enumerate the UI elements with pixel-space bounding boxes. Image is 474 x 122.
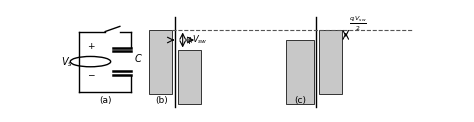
Bar bbox=[286, 40, 314, 104]
Text: C: C bbox=[135, 54, 141, 64]
Text: (b): (b) bbox=[156, 96, 168, 105]
Text: (c): (c) bbox=[294, 96, 306, 105]
Text: −: − bbox=[87, 70, 94, 79]
Bar bbox=[319, 30, 342, 94]
Text: $V_s$: $V_s$ bbox=[61, 55, 73, 69]
Bar bbox=[178, 50, 201, 104]
Text: $q_iV_{sw}$: $q_iV_{sw}$ bbox=[185, 33, 208, 46]
Bar bbox=[149, 30, 173, 94]
Text: (a): (a) bbox=[99, 96, 111, 105]
Text: $\frac{q_iV_{sw}}{2}$: $\frac{q_iV_{sw}}{2}$ bbox=[349, 15, 367, 33]
Text: +: + bbox=[87, 42, 94, 51]
